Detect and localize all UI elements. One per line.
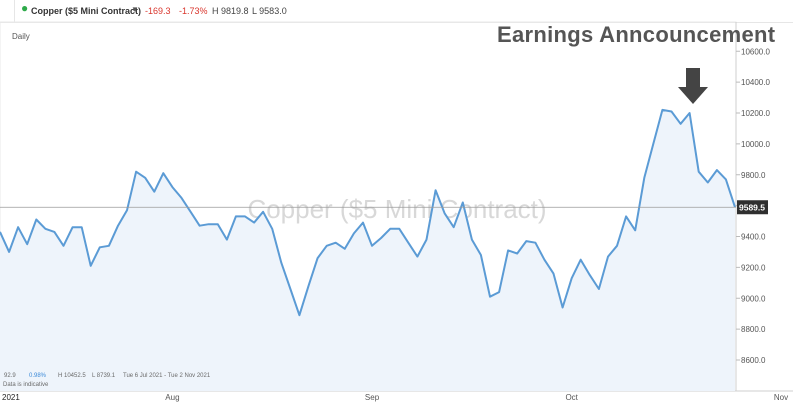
data-note: Data is indicative (3, 382, 49, 388)
down-arrow-icon (678, 68, 708, 104)
x-tick-label: Nov (774, 393, 788, 402)
x-tick-label: 2021 (2, 393, 20, 402)
y-tick-label: 10200.0 (741, 109, 770, 118)
chevron-down-icon[interactable]: ▼ (131, 5, 139, 14)
chart-period-label: Daily (12, 32, 30, 41)
price-line[interactable] (0, 108, 736, 317)
y-tick-label: 9800.0 (741, 171, 766, 180)
toolbar-strip (0, 0, 15, 22)
y-tick-label: 10600.0 (741, 47, 770, 56)
price-change: -169.3 (145, 6, 171, 16)
x-tick-label: Sep (365, 393, 380, 402)
y-tick-label: 10000.0 (741, 140, 770, 149)
stat-percent: 0.98% (29, 373, 47, 379)
x-tick-label: Aug (165, 393, 179, 402)
x-tick-label: Oct (565, 393, 578, 402)
price-tag (737, 200, 768, 215)
arrow-shaft (686, 68, 700, 87)
price-tag-label: 9589.5 (739, 203, 765, 213)
y-tick-label: 9200.0 (741, 263, 766, 272)
status-dot-icon: ● (21, 1, 29, 15)
earnings-annotation: Earnings Anncouncement (497, 22, 776, 47)
y-tick-label: 8600.0 (741, 356, 766, 365)
instrument-name[interactable]: Copper ($5 Mini Contract) (31, 6, 142, 16)
session-low: L 9583.0 (252, 6, 287, 16)
chart-watermark: Copper ($5 Mini Contract) (247, 194, 546, 224)
stat-low: L 8739.1 (92, 373, 116, 379)
stat-value: 92.9 (4, 373, 16, 379)
y-tick-label: 8800.0 (741, 325, 766, 334)
y-tick-label: 10400.0 (741, 78, 770, 87)
price-area (0, 109, 735, 392)
session-high: H 9819.8 (212, 6, 249, 16)
arrow-head (678, 87, 708, 104)
price-change-pct: -1.73% (179, 6, 208, 16)
y-tick-label: 9000.0 (741, 294, 766, 303)
stat-date-range: Tue 6 Jul 2021 - Tue 2 Nov 2021 (123, 373, 211, 379)
y-tick-label: 9400.0 (741, 233, 766, 242)
stat-high: H 10452.5 (58, 373, 86, 379)
